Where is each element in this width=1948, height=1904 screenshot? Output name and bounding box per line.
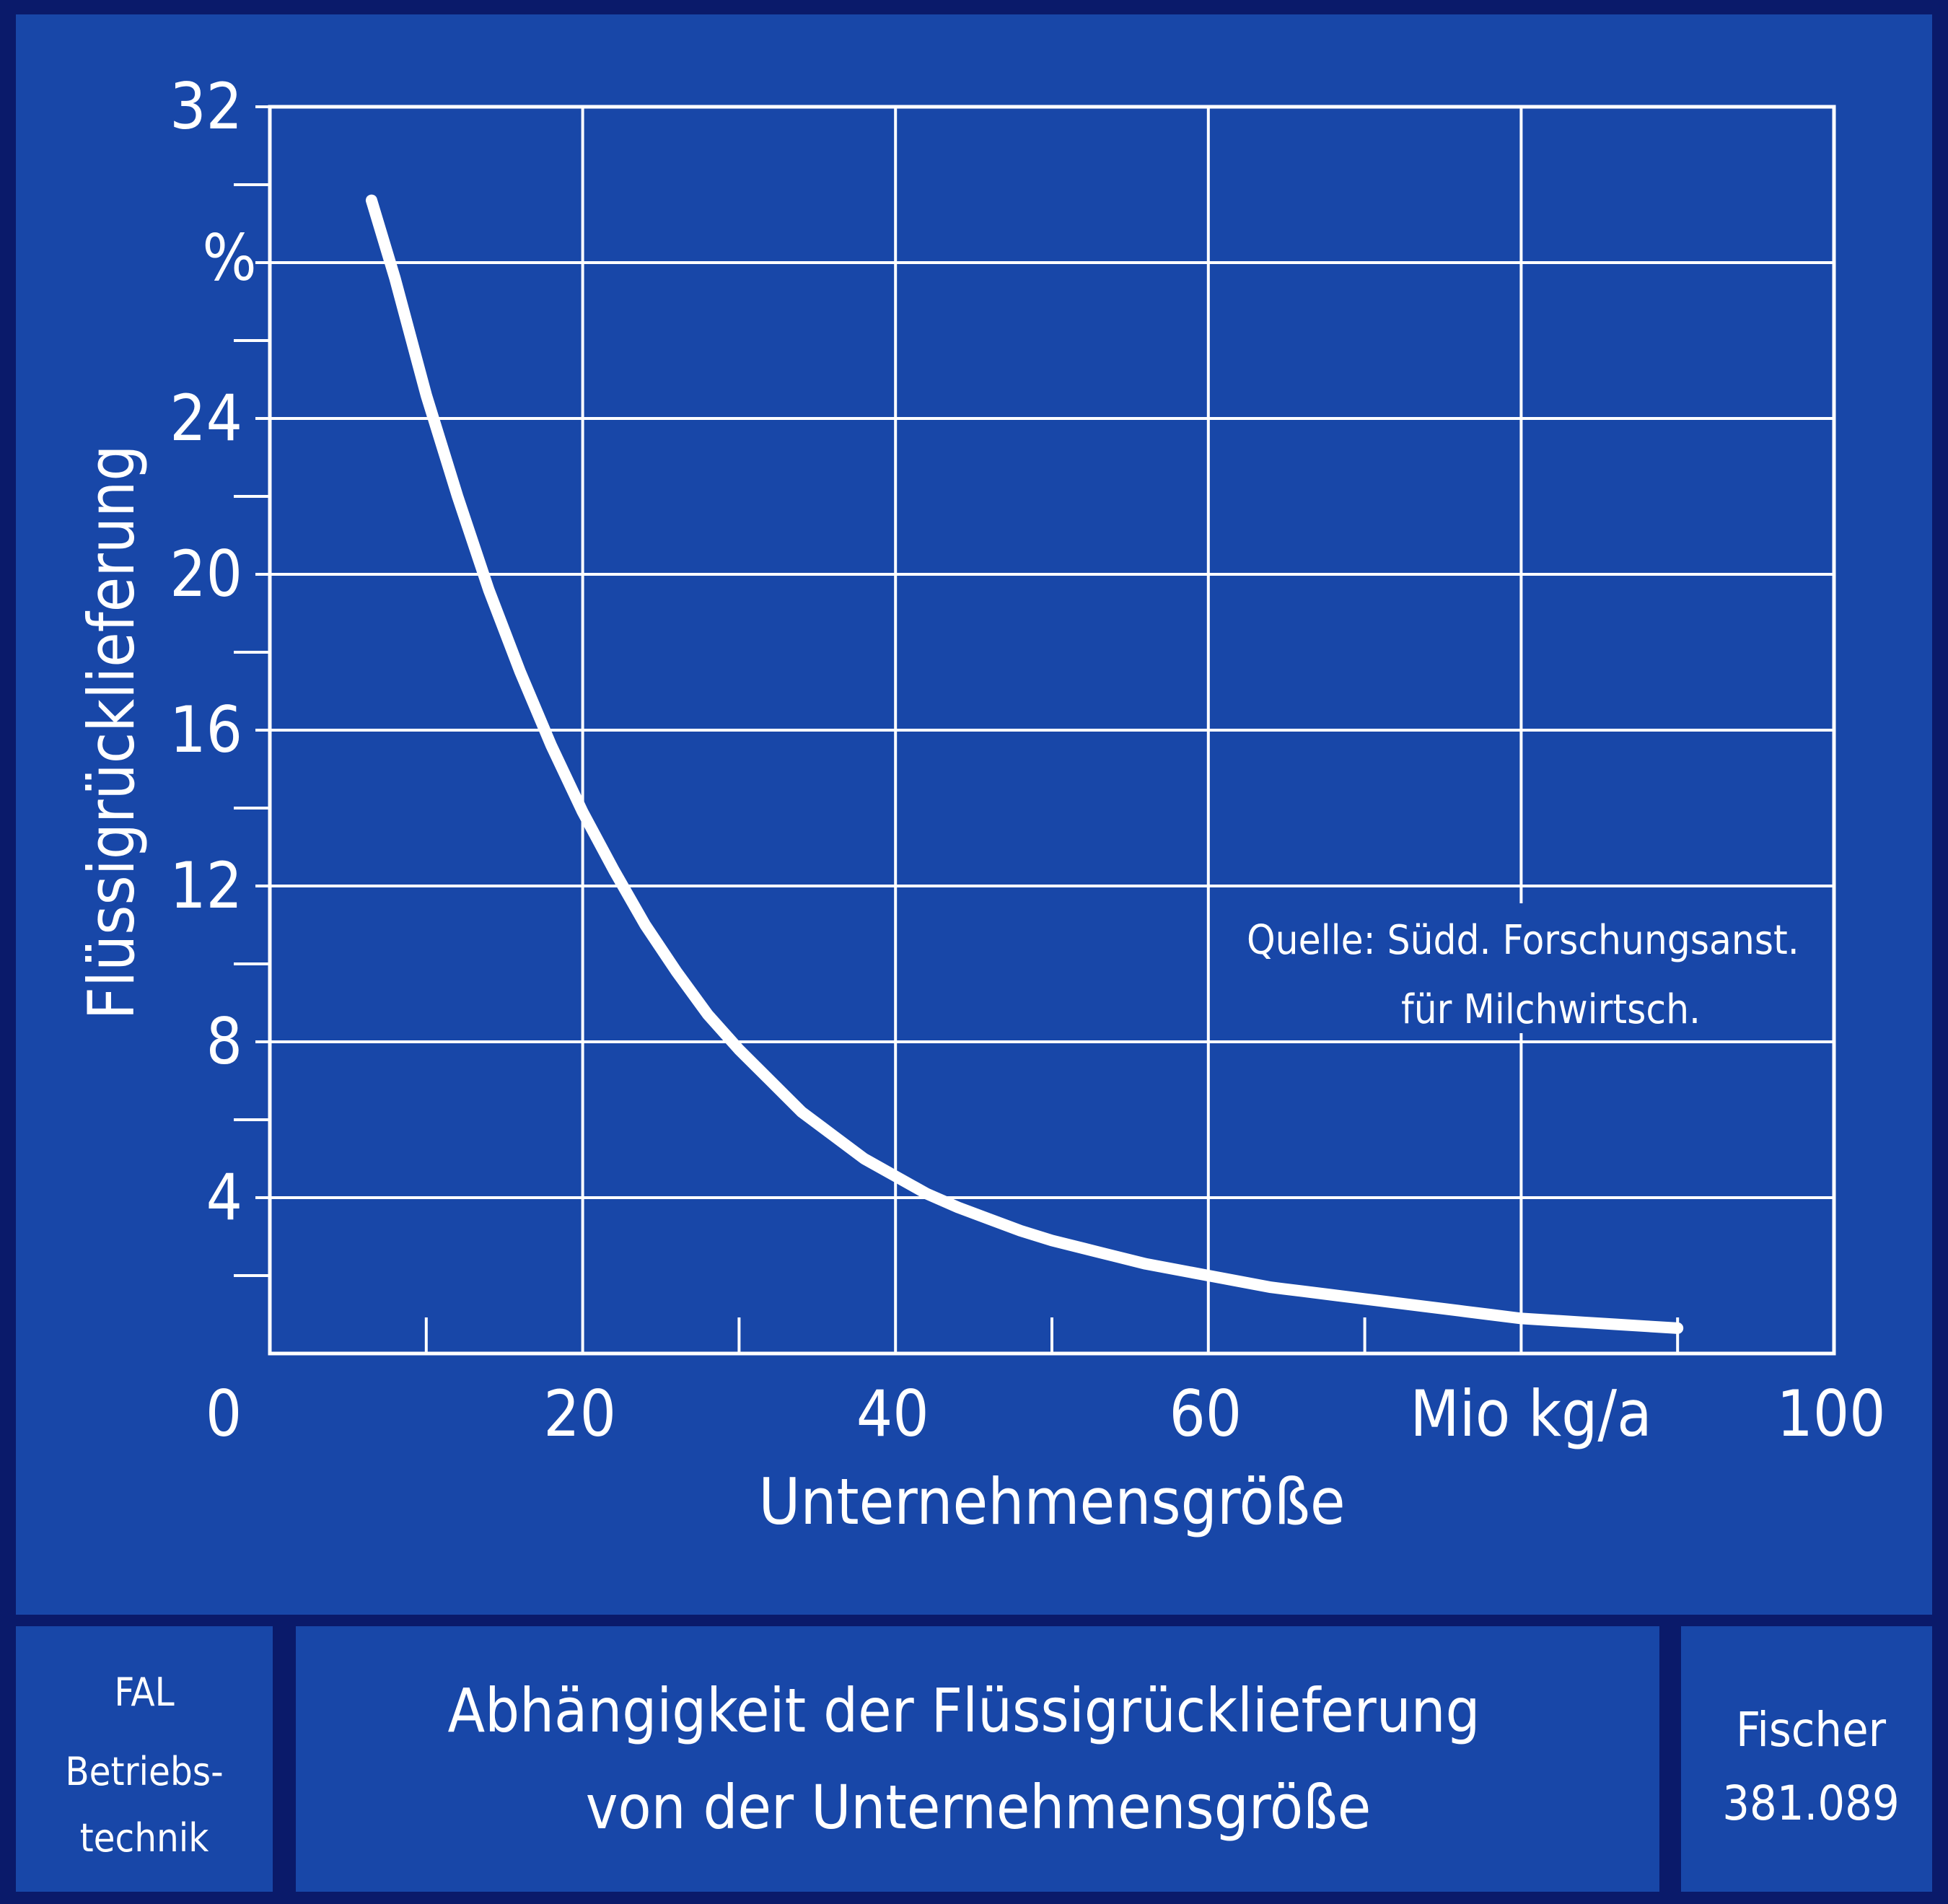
plot-frame: [268, 105, 1836, 1356]
x-axis-title: Unternehmensgröße: [758, 1465, 1345, 1539]
chart: 0 20 40 60 100 4 8 12 16 20 24 32 Quelle: Südd. Fo…: [74, 69, 1886, 1539]
footer-slide-number: 381.089: [1722, 1776, 1899, 1831]
x-tick-label: 20: [543, 1377, 616, 1451]
y-tick-label: 32: [170, 69, 242, 144]
y-tick-label: 8: [206, 1004, 242, 1079]
y-tick-label: 24: [170, 381, 242, 455]
y-tick-labels: 4 8 12 16 20 24 32: [170, 69, 242, 1234]
annotation-line-2: für Milchwirtsch.: [1401, 986, 1701, 1033]
y-tick-label: 16: [170, 693, 242, 767]
x-tick-label: 100: [1776, 1377, 1885, 1451]
annotation-backdrop: [1241, 903, 1824, 1033]
x-tick-label: 40: [856, 1377, 929, 1451]
footer-title-line-2: von der Unternehmensgröße: [586, 1772, 1372, 1843]
footer-left-panel: [16, 1626, 273, 1892]
footer-right-panel: [1681, 1626, 1932, 1892]
series-line: [365, 194, 1684, 1334]
y-tick-label: 4: [206, 1160, 242, 1234]
footer-institute: FAL: [114, 1670, 174, 1715]
y-tick-label: 12: [170, 848, 242, 923]
y-tick-label: 20: [170, 537, 242, 611]
footer-title-line-1: Abhängigkeit der Flüssigrücklieferung: [447, 1675, 1480, 1746]
chart-panel: [16, 14, 1932, 1615]
y-unit-label: %: [202, 221, 256, 295]
footer-department-2: technik: [80, 1815, 209, 1861]
footer-title-panel: [296, 1626, 1659, 1892]
x-tick-label: 60: [1169, 1377, 1242, 1451]
grid: [270, 107, 1834, 1354]
footer-author: Fischer: [1736, 1702, 1887, 1758]
annotation-line-1: Quelle: Südd. Forschungsanst.: [1247, 917, 1799, 964]
x-unit-label: Mio kg/a: [1410, 1377, 1651, 1451]
footer-department-1: Betriebs-: [65, 1749, 223, 1794]
y-axis-title: Flüssigrücklieferung: [74, 444, 149, 1019]
x-tick-label: 0: [206, 1377, 242, 1451]
x-tick-labels: 0 20 40 60 100: [206, 1377, 1886, 1451]
